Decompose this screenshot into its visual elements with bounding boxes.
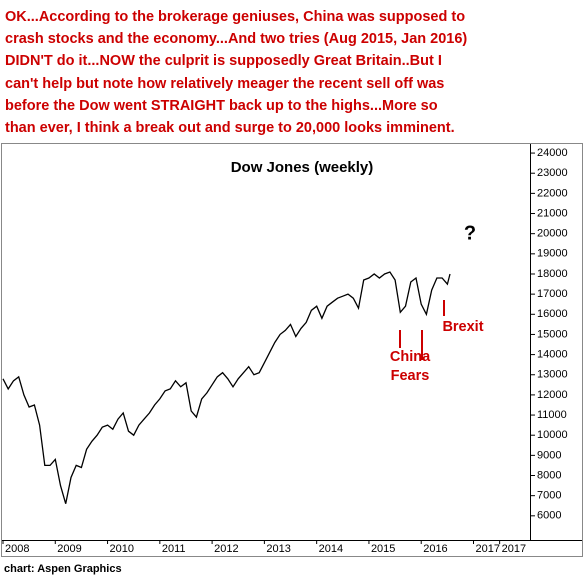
x-tick-label: 2012 xyxy=(214,543,238,555)
y-tick-label: 23000 xyxy=(537,167,568,179)
y-tick-label: 11000 xyxy=(537,409,567,421)
x-tick-label: 2010 xyxy=(110,543,134,555)
y-tick-label: 13000 xyxy=(537,369,568,381)
x-tick-label: 2017 xyxy=(502,543,526,555)
annotation: China xyxy=(390,349,431,365)
note-line: crash stocks and the economy...And two t… xyxy=(5,31,467,47)
y-tick-label: 14000 xyxy=(537,349,568,361)
y-tick-label: 22000 xyxy=(537,187,568,199)
note-line: than ever, I think a break out and surge… xyxy=(5,120,455,136)
x-tick-label: 2014 xyxy=(319,543,343,555)
dow-line xyxy=(2,271,451,504)
question-mark: ? xyxy=(464,222,476,244)
y-tick-label: 15000 xyxy=(537,328,568,340)
y-tick-label: 16000 xyxy=(537,308,568,320)
note-line: can't help but note how relatively meage… xyxy=(5,76,444,92)
annotation: Fears xyxy=(391,368,430,384)
y-tick-label: 24000 xyxy=(537,147,568,159)
y-tick-label: 21000 xyxy=(537,207,568,219)
y-tick-label: 6000 xyxy=(537,510,561,522)
y-tick-label: 18000 xyxy=(537,268,568,280)
x-tick-label: 2016 xyxy=(423,543,447,555)
x-tick-label: 2009 xyxy=(57,543,81,555)
chart-title: Dow Jones (weekly) xyxy=(231,159,374,176)
y-tick-label: 9000 xyxy=(537,449,561,461)
y-tick-label: 12000 xyxy=(537,389,568,401)
frame xyxy=(1,143,583,557)
x-tick-label: 2013 xyxy=(266,543,290,555)
annotation: Brexit xyxy=(442,319,483,335)
note-line: before the Dow went STRAIGHT back up to … xyxy=(5,98,438,114)
source: chart: Aspen Graphics xyxy=(4,563,122,575)
y-tick-label: 7000 xyxy=(537,490,561,502)
y-tick-label: 10000 xyxy=(537,429,568,441)
y-tick-label: 19000 xyxy=(537,248,568,260)
y-tick-label: 17000 xyxy=(537,288,568,300)
note-line: OK...According to the brokerage geniuses… xyxy=(5,9,465,25)
note-line: DIDN'T do it...NOW the culprit is suppos… xyxy=(5,53,442,69)
x-tick-label: 2015 xyxy=(371,543,395,555)
x-tick-label: 2008 xyxy=(5,543,29,555)
x-tick-label: 2011 xyxy=(162,543,186,555)
x-tick-label: 2017 xyxy=(475,543,499,555)
y-tick-label: 8000 xyxy=(537,469,561,481)
y-tick-label: 20000 xyxy=(537,228,568,240)
